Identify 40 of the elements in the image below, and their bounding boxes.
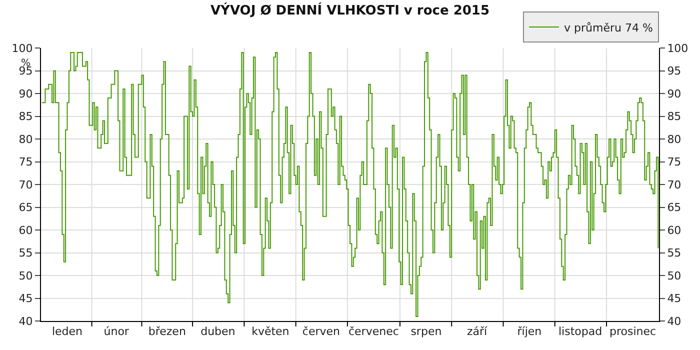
y2-tick-label: 90 (667, 87, 682, 100)
y2-tick-label: 50 (667, 269, 682, 282)
y-tick-label: 90 (18, 87, 33, 100)
y2-tick-label: 75 (667, 156, 682, 169)
y2-tick-label: 55 (667, 246, 682, 260)
y-tick-label: 55 (18, 246, 33, 260)
y-tick-label: 80 (18, 132, 33, 146)
x-tick-label: listopad (558, 325, 602, 338)
legend-label: v průměru 74 % (564, 21, 653, 34)
y-tick-label: 70 (18, 178, 33, 192)
x-tick-label: září (466, 325, 488, 338)
x-tick-label: únor (104, 325, 130, 338)
y2-tick-label: 95 (667, 64, 682, 78)
y-tick-label: 95 (18, 64, 33, 78)
y-tick-label: 65 (18, 201, 33, 214)
x-tick-label: červen (302, 325, 340, 338)
y-tick-label: 85 (18, 110, 33, 124)
x-tick-label: červenec (348, 325, 399, 338)
y2-tick-label: 65 (667, 201, 682, 214)
y2-tick-label: 70 (667, 178, 682, 192)
y-tick-label: 100 (12, 42, 33, 55)
y2-tick-label: 100 (667, 42, 688, 55)
y-tick-label: 50 (18, 269, 33, 282)
x-tick-label: leden (52, 325, 83, 338)
y2-tick-label: 80 (667, 132, 682, 146)
x-tick-label: prosinec (609, 325, 656, 338)
y-tick-label: 45 (18, 292, 33, 306)
y-tick-label: 40 (18, 314, 33, 328)
x-tick-label: srpen (410, 325, 442, 338)
x-tick-label: říjen (517, 325, 542, 338)
y-tick-label: 60 (18, 224, 33, 237)
y-tick-label: 75 (18, 156, 33, 169)
chart-title: VÝVOJ Ø DENNÍ VLHKOSTI v roce 2015 (210, 1, 490, 18)
y2-tick-label: 60 (667, 224, 682, 237)
x-tick-label: květen (252, 325, 290, 338)
y2-tick-label: 45 (667, 292, 682, 306)
x-tick-label: březen (148, 325, 186, 338)
y2-tick-label: 85 (667, 110, 682, 124)
x-tick-label: duben (200, 325, 236, 338)
y2-tick-label: 40 (667, 314, 682, 328)
